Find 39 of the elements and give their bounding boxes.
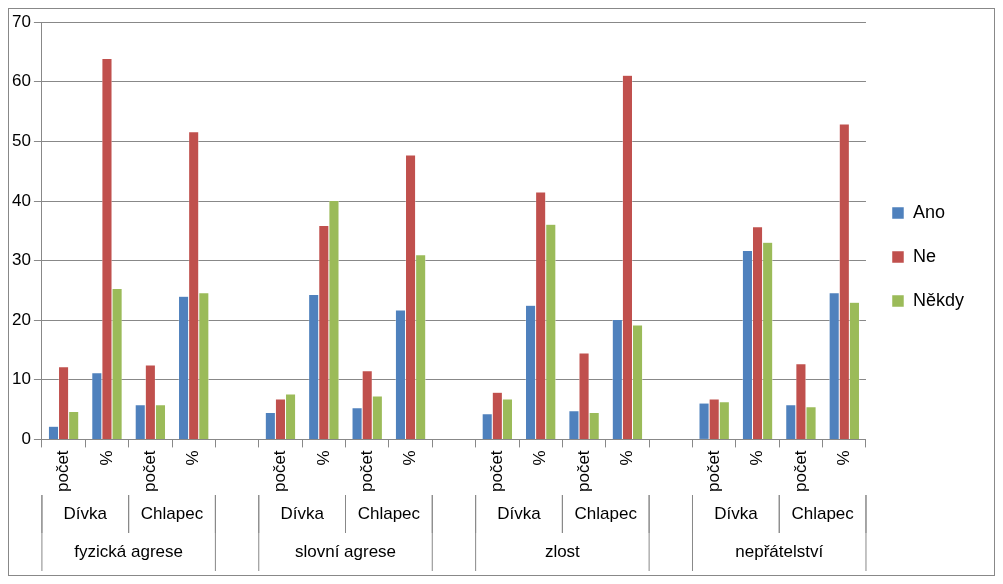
text: Chlapec	[140, 503, 204, 523]
text: slovní agrese	[294, 541, 397, 561]
text: Chlapec	[791, 503, 855, 523]
text: Chlapec	[574, 503, 638, 523]
y-tick-label: 70	[11, 11, 31, 31]
x-tick-label: %	[313, 450, 333, 466]
x-tick-label: %	[400, 450, 420, 466]
x-tick-label: počet	[356, 450, 376, 493]
x-tick-label: počet	[573, 450, 593, 493]
x-tick-label: počet	[140, 450, 160, 493]
x-tick-label: počet	[53, 450, 73, 493]
text: zlost	[544, 541, 581, 561]
text: Dívka	[714, 503, 759, 523]
text: Chlapec	[357, 503, 421, 523]
y-tick-label: 60	[11, 71, 31, 91]
y-tick-label: 20	[11, 309, 31, 329]
text: Dívka	[497, 503, 542, 523]
legend-label: Někdy	[912, 289, 965, 310]
x-tick-label: počet	[487, 450, 506, 493]
x-tick-label: %	[833, 450, 853, 466]
text: fyzická agrese	[74, 541, 183, 561]
x-tick-label: počet	[270, 450, 290, 493]
y-tick-label: 50	[11, 131, 31, 151]
x-tick-label: %	[96, 450, 116, 466]
x-tick-label: %	[183, 450, 203, 466]
y-tick-label: 0	[21, 429, 31, 449]
y-tick-label: 30	[11, 250, 31, 270]
legend-label: Ano	[912, 201, 946, 222]
y-tick-label: 10	[11, 369, 31, 389]
text: Dívka	[63, 503, 108, 523]
legend-label: Ne	[912, 245, 936, 266]
y-tick-label: 40	[11, 190, 31, 210]
x-tick-label: %	[530, 450, 550, 466]
x-tick-label: počet	[703, 450, 723, 493]
x-tick-label: počet	[790, 450, 810, 493]
x-tick-label: %	[747, 450, 767, 466]
text: Dívka	[280, 503, 325, 523]
x-tick-label: %	[617, 450, 637, 466]
text: nepřátelství	[735, 541, 824, 561]
